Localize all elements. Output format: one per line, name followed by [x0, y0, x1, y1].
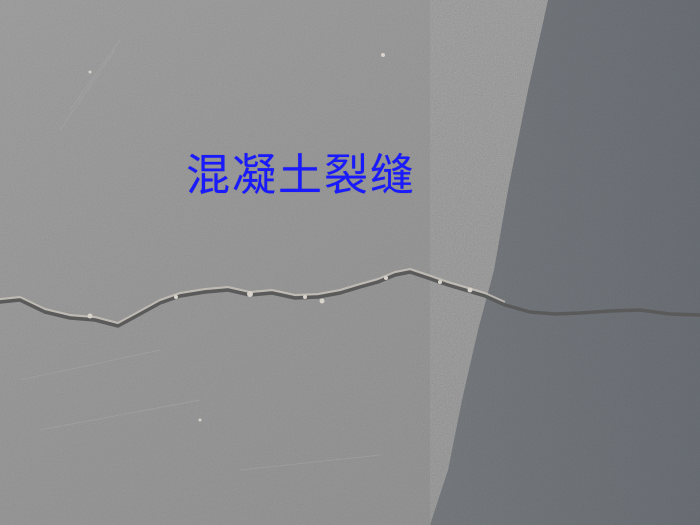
- crack-chipped-edge: [0, 268, 506, 324]
- shadow-area: [430, 0, 700, 525]
- crack-debris: [87, 53, 473, 422]
- trowel-marks: [19, 39, 381, 471]
- caption-text: 混凝土裂缝: [186, 150, 416, 201]
- crack-line: [0, 270, 700, 328]
